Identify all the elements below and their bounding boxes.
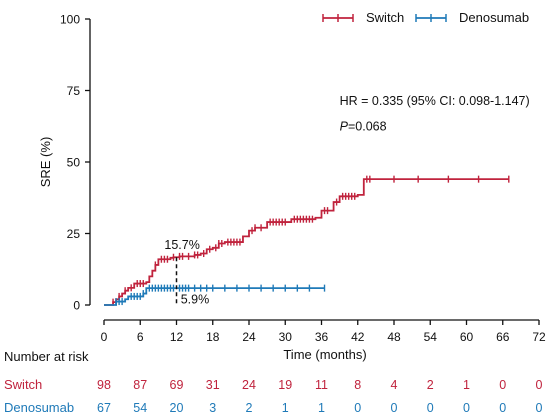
y-tick-label: 75: [67, 84, 81, 98]
risk-value-switch: 31: [206, 378, 220, 392]
risk-value-denosumab: 0: [427, 401, 434, 415]
risk-value-denosumab: 0: [391, 401, 398, 415]
legend-label-switch: Switch: [366, 10, 404, 25]
risk-value-switch: 8: [354, 378, 361, 392]
x-tick-label: 54: [424, 330, 438, 344]
x-ticks: 0 6 12 18 24 30 36 42 48 54 60 66 72: [101, 320, 546, 344]
annotation-text: P=0.068: [340, 120, 387, 134]
risk-value-switch: 4: [391, 378, 398, 392]
risk-value-switch: 0: [536, 378, 543, 392]
x-tick-label: 18: [206, 330, 220, 344]
x-tick-label: 30: [279, 330, 293, 344]
y-tick-label: 0: [73, 299, 80, 313]
risk-row-label-denosumab: Denosumab: [4, 400, 74, 415]
x-tick-label: 6: [137, 330, 144, 344]
risk-value-denosumab: 1: [282, 401, 289, 415]
risk-row-label-switch: Switch: [4, 377, 42, 392]
risk-value-denosumab: 1: [318, 401, 325, 415]
risk-value-switch: 87: [133, 378, 147, 392]
annotation-layer: 15.7% 5.9% HR = 0.335 (95% CI: 0.098-1.147…: [164, 94, 529, 307]
legend: Switch Denosumab: [322, 10, 529, 25]
annotation-p-value: =0.068: [348, 120, 387, 134]
x-tick-label: 0: [101, 330, 108, 344]
annotation-text: 15.7%: [164, 238, 199, 252]
x-tick-label: 42: [351, 330, 365, 344]
risk-value-switch: 19: [278, 378, 292, 392]
risk-value-denosumab: 0: [354, 401, 361, 415]
y-tick-label: 100: [60, 13, 80, 27]
risk-value-denosumab: 54: [133, 401, 147, 415]
annotation-text: HR = 0.335 (95% CI: 0.098-1.147): [340, 94, 530, 108]
x-tick-label: 36: [315, 330, 329, 344]
x-tick-label: 66: [496, 330, 510, 344]
x-axis-title: Time (months): [283, 347, 366, 362]
risk-value-switch: 98: [97, 378, 111, 392]
annotation-italic-p: P: [340, 120, 349, 134]
risk-value-switch: 24: [242, 378, 256, 392]
risk-value-switch: 2: [427, 378, 434, 392]
risk-value-denosumab: 0: [463, 401, 470, 415]
risk-value-switch: 1: [463, 378, 470, 392]
risk-value-denosumab: 67: [97, 401, 111, 415]
risk-table-title: Number at risk: [4, 349, 89, 364]
risk-value-denosumab: 0: [499, 401, 506, 415]
x-tick-label: 24: [242, 330, 256, 344]
annotation-text: 5.9%: [181, 293, 210, 307]
x-tick-label: 60: [460, 330, 474, 344]
risk-value-denosumab: 3: [209, 401, 216, 415]
y-axis-title: SRE (%): [38, 137, 53, 188]
risk-value-denosumab: 0: [536, 401, 543, 415]
risk-table-values: 98 87 69 31 24 19 11 8 4 2 1 0 067 54 20 3 2 1 1 0 0 0 0 0 0: [97, 378, 542, 415]
legend-item-switch: Switch: [322, 10, 404, 25]
risk-value-switch: 69: [170, 378, 184, 392]
x-tick-label: 72: [532, 330, 546, 344]
y-tick-label: 25: [67, 227, 81, 241]
y-tick-label: 50: [67, 156, 81, 170]
legend-item-denosumab: Denosumab: [415, 10, 529, 25]
x-tick-label: 48: [387, 330, 401, 344]
risk-value-denosumab: 20: [170, 401, 184, 415]
risk-value-switch: 0: [499, 378, 506, 392]
series-layer: [104, 175, 510, 306]
legend-label-denosumab: Denosumab: [459, 10, 529, 25]
x-tick-label: 12: [170, 330, 184, 344]
risk-value-denosumab: 2: [246, 401, 253, 415]
risk-value-switch: 11: [315, 378, 328, 392]
y-ticks: 0 25 50 75 100: [60, 13, 90, 313]
